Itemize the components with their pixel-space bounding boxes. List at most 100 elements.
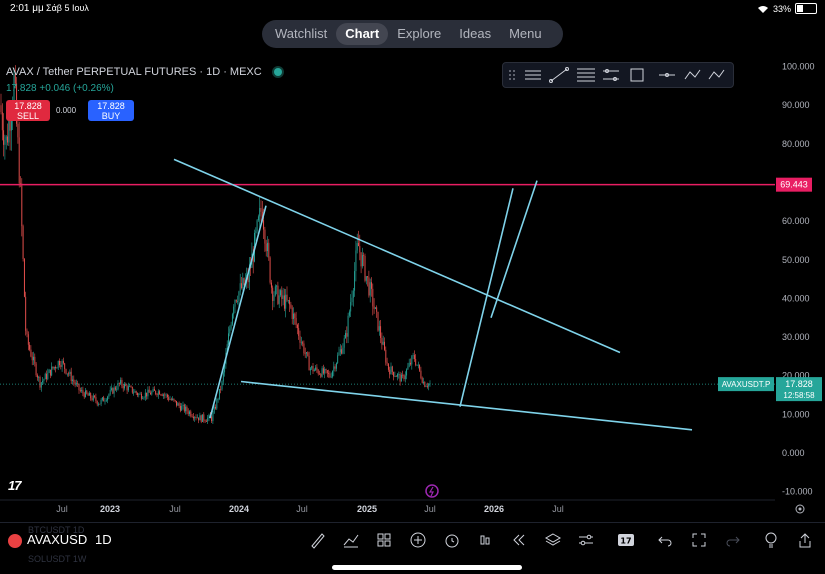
tab-watchlist[interactable]: Watchlist xyxy=(275,26,328,41)
candle-body xyxy=(374,307,376,309)
candle-body xyxy=(377,311,379,331)
candle-body xyxy=(85,390,86,398)
pitchfork-icon[interactable] xyxy=(603,69,619,81)
parallel-channel-icon[interactable] xyxy=(525,70,541,80)
candle-body xyxy=(117,383,119,390)
candles-icon[interactable] xyxy=(474,529,496,551)
candle-body xyxy=(364,255,366,281)
buy-price: 17.828 xyxy=(97,101,125,111)
candle-body xyxy=(389,369,391,375)
candle-body xyxy=(55,366,57,369)
candle-body xyxy=(400,374,402,382)
current-price-tag xyxy=(776,377,822,402)
candle-body xyxy=(290,304,292,308)
add-icon[interactable] xyxy=(407,529,429,551)
candle-body xyxy=(241,283,242,289)
layers-icon[interactable] xyxy=(542,529,564,551)
drag-handle-icon[interactable] xyxy=(509,70,515,80)
candle-body xyxy=(25,296,27,331)
candle-body xyxy=(393,371,395,377)
candle-body xyxy=(138,393,140,396)
indicators-icon[interactable] xyxy=(340,529,362,551)
candle-body xyxy=(34,356,36,364)
fullscreen-icon[interactable] xyxy=(688,529,710,551)
candle-body xyxy=(65,368,67,374)
candle-body xyxy=(3,130,5,145)
tradingview-icon[interactable]: 17 xyxy=(615,529,637,551)
fib-retracement-icon[interactable] xyxy=(577,68,595,82)
candle-body xyxy=(371,282,372,289)
price-chart[interactable]: 100.00090.00080.00070.00060.00050.00040.… xyxy=(0,56,825,518)
candle-body xyxy=(268,242,270,258)
y-tick-label: 90.000 xyxy=(782,100,810,110)
candle-body xyxy=(321,368,323,377)
candle-body xyxy=(228,333,229,345)
candle-body xyxy=(224,364,226,373)
candle-body xyxy=(164,394,166,396)
candle-body xyxy=(90,393,92,399)
candle-body xyxy=(134,391,136,393)
candle-body xyxy=(426,386,428,388)
horizontal-line-icon[interactable] xyxy=(659,73,675,77)
candle-body xyxy=(420,370,422,379)
candle-body xyxy=(61,360,63,367)
candle-body xyxy=(26,330,28,335)
rectangle-icon[interactable] xyxy=(630,68,644,82)
candle-body xyxy=(215,406,216,409)
replay-icon[interactable] xyxy=(508,529,530,551)
tab-menu[interactable]: Menu xyxy=(509,26,542,41)
tradingview-logo: 17 xyxy=(8,478,22,493)
candle-body xyxy=(329,373,331,378)
interval-button[interactable]: 1D xyxy=(95,532,112,547)
tab-chart[interactable]: Chart xyxy=(336,23,389,45)
abcd-pattern-icon[interactable] xyxy=(708,69,725,80)
candle-body xyxy=(133,392,135,394)
candle-body xyxy=(182,404,184,407)
candle-body xyxy=(172,398,174,400)
y-tick-label: 10.000 xyxy=(782,409,810,419)
candle-body xyxy=(255,230,257,233)
redo-icon[interactable] xyxy=(722,529,744,551)
trend-line-icon[interactable] xyxy=(549,67,569,83)
candle-body xyxy=(13,74,15,106)
share-icon[interactable] xyxy=(794,529,816,551)
candle-body xyxy=(72,379,73,382)
x-tick-label: 2026 xyxy=(484,504,504,514)
candle-body xyxy=(140,393,142,399)
candle-body xyxy=(221,381,223,390)
buy-button[interactable]: 17.828 BUY xyxy=(88,100,134,121)
candle-body xyxy=(424,381,426,387)
candle-body xyxy=(296,324,298,329)
current-price-label: 17.828 xyxy=(785,379,813,389)
candle-body xyxy=(356,243,358,251)
candle-body xyxy=(169,399,171,401)
candle-body xyxy=(285,294,287,309)
candle-body xyxy=(8,119,10,143)
candle-body xyxy=(230,324,232,329)
pattern-icon[interactable] xyxy=(684,69,701,80)
candle-body xyxy=(315,367,317,370)
symbol-button[interactable]: AVAXUSD xyxy=(27,532,88,547)
templates-icon[interactable] xyxy=(373,529,395,551)
tab-explore[interactable]: Explore xyxy=(397,26,442,41)
buy-label: BUY xyxy=(101,111,121,121)
candle-body xyxy=(386,362,388,364)
candle-body xyxy=(413,355,415,360)
pen-icon[interactable] xyxy=(307,529,329,551)
symbol-title[interactable]: AVAX / Tether PERPETUAL FUTURES · 1D · M… xyxy=(6,66,262,78)
undo-icon[interactable] xyxy=(654,529,676,551)
candle-body xyxy=(1,112,3,131)
candle-body xyxy=(234,300,236,307)
candle-body xyxy=(120,379,122,384)
candle-body xyxy=(261,211,263,221)
candle-body xyxy=(222,372,224,382)
candle-body xyxy=(192,416,194,419)
lightbulb-icon[interactable] xyxy=(760,529,782,551)
sell-button[interactable]: 17.828 SELL xyxy=(6,100,50,121)
settings-sliders-icon[interactable] xyxy=(575,529,597,551)
alert-clock-icon[interactable] xyxy=(441,529,463,551)
svg-text:17: 17 xyxy=(620,537,631,546)
tab-ideas[interactable]: Ideas xyxy=(459,26,492,41)
candle-body xyxy=(18,137,20,184)
candle-body xyxy=(307,352,309,356)
